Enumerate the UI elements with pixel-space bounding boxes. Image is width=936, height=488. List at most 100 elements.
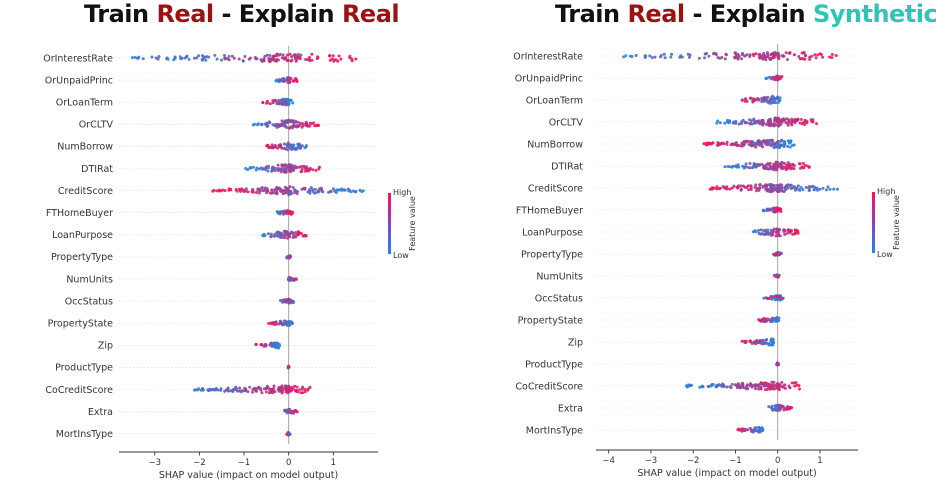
shap-point <box>289 99 293 103</box>
shap-point <box>709 383 713 387</box>
shap-point <box>302 187 305 190</box>
shap-point <box>705 142 709 146</box>
shap-point <box>733 143 737 147</box>
shap-point <box>760 341 764 344</box>
shap-point <box>299 53 303 57</box>
shap-point <box>771 233 775 237</box>
shap-point <box>297 165 301 169</box>
shap-point <box>756 429 760 433</box>
shap-point <box>269 235 273 239</box>
shap-point <box>801 188 805 192</box>
shap-point <box>787 51 791 55</box>
shap-point <box>773 298 777 302</box>
shap-point <box>286 365 290 369</box>
shap-point <box>251 123 255 127</box>
shap-point <box>772 380 776 384</box>
shap-point <box>266 232 270 236</box>
shap-point <box>285 145 289 148</box>
shap-point <box>769 406 773 410</box>
shap-point <box>269 321 273 325</box>
shap-point <box>223 189 227 193</box>
shap-point <box>757 163 761 167</box>
shap-point <box>295 165 299 169</box>
shap-point <box>270 146 274 150</box>
shap-point <box>246 190 250 194</box>
shap-point <box>763 57 767 61</box>
colorbar-low-label: Low <box>877 250 893 259</box>
shap-point <box>343 188 347 192</box>
shap-point <box>150 55 154 59</box>
shap-point <box>265 53 269 57</box>
shap-point <box>238 386 241 390</box>
shap-point <box>215 57 219 61</box>
shap-point <box>288 120 292 124</box>
shap-point <box>242 389 245 393</box>
shap-point <box>748 339 752 343</box>
shap-point <box>290 55 294 59</box>
shap-point <box>736 52 740 56</box>
shap-point <box>250 190 254 194</box>
shap-point <box>794 188 798 192</box>
shap-point <box>288 126 292 130</box>
colorbar-title: Feature value <box>408 196 417 251</box>
shap-point <box>797 55 801 58</box>
shap-point <box>311 189 315 193</box>
shap-point <box>234 386 238 390</box>
shap-point <box>765 388 769 391</box>
shap-point <box>792 185 796 189</box>
shap-point <box>805 120 809 123</box>
shap-point <box>740 427 744 431</box>
feature-label: OrInterestRate <box>513 51 583 62</box>
shap-point <box>354 57 358 61</box>
shap-point <box>744 162 748 166</box>
chart-panel-1: OrInterestRate OrUnpaidPrinc OrLoanTerm OrC… <box>513 44 901 479</box>
shap-point <box>788 145 792 149</box>
shap-point <box>180 56 184 60</box>
shap-point <box>783 383 787 387</box>
shap-point <box>700 384 704 388</box>
shap-point <box>312 121 316 125</box>
shap-point <box>327 190 331 194</box>
shap-point <box>256 122 260 126</box>
shap-point <box>734 119 738 123</box>
shap-point <box>241 59 245 63</box>
shap-point <box>772 162 776 166</box>
shap-point <box>740 53 744 57</box>
shap-point <box>739 188 743 192</box>
shap-point <box>776 251 780 255</box>
feature-label: Extra <box>88 407 113 418</box>
x-axis-title: SHAP value (impact on model output) <box>637 468 816 479</box>
shap-point <box>771 123 775 127</box>
shap-point <box>287 432 291 436</box>
shap-point <box>743 121 747 125</box>
shap-point <box>762 340 766 344</box>
shap-point <box>746 184 750 188</box>
x-tick-label: −3 <box>148 458 161 468</box>
shap-point <box>284 147 288 151</box>
shap-point <box>287 163 291 166</box>
shap-point <box>226 388 230 392</box>
shap-point <box>754 142 758 146</box>
shap-point <box>789 230 792 233</box>
shap-point <box>767 385 771 388</box>
shap-point <box>294 77 298 80</box>
shap-point <box>287 408 291 412</box>
shap-point <box>754 189 758 193</box>
shap-point <box>832 187 836 191</box>
shap-point <box>812 188 816 192</box>
shap-point <box>201 54 204 58</box>
x-tick-label: 1 <box>817 456 822 466</box>
shap-point <box>771 385 775 389</box>
shap-point <box>737 122 741 126</box>
shap-point <box>808 55 812 59</box>
shap-point <box>748 426 752 430</box>
shap-point <box>739 184 743 188</box>
shap-point <box>743 165 747 169</box>
shap-point <box>270 167 274 171</box>
shap-point <box>347 189 351 193</box>
shap-point <box>835 187 839 191</box>
shap-point <box>757 232 761 235</box>
feature-label: PropertyType <box>51 252 113 263</box>
shap-point <box>257 167 261 171</box>
shap-point <box>272 168 276 172</box>
